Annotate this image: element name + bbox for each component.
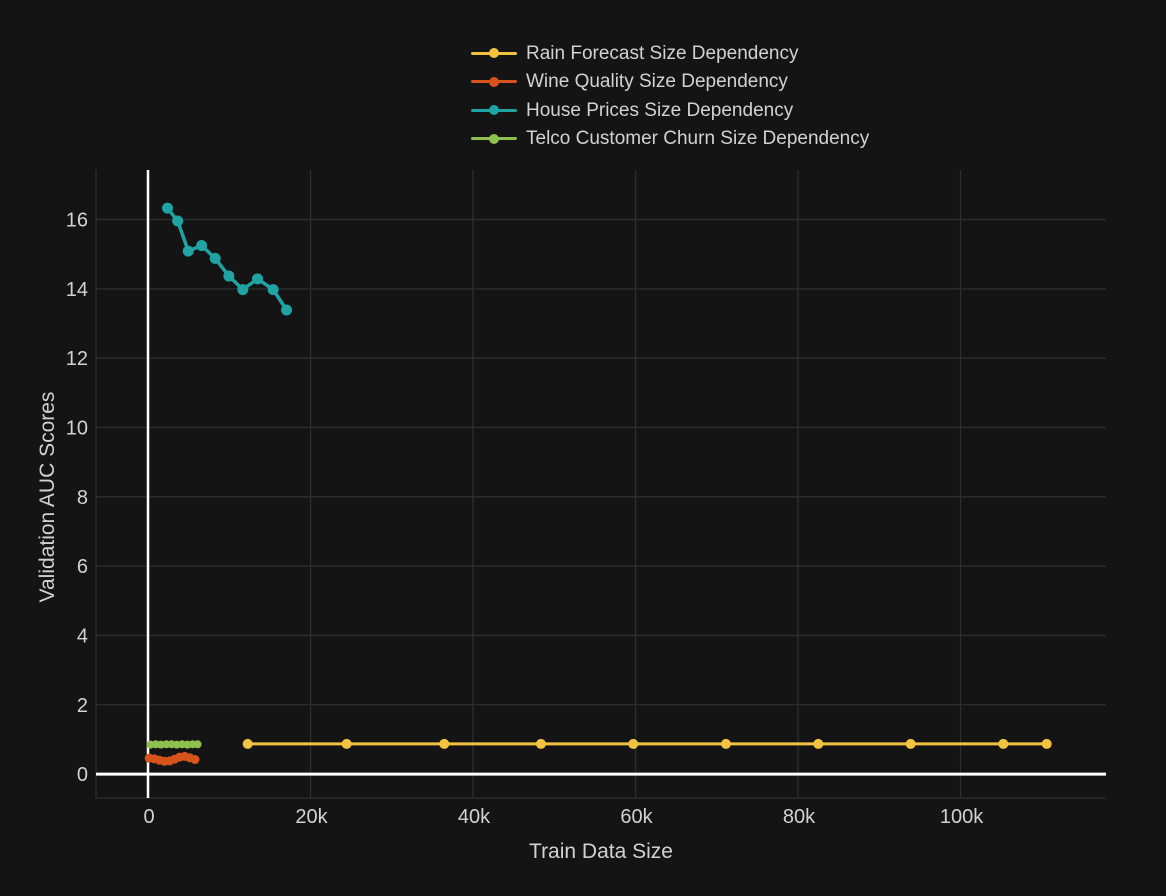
series-marker-rain-forecast[interactable]	[535, 738, 546, 749]
series-marker-rain-forecast[interactable]	[720, 738, 731, 749]
series-marker-rain-forecast[interactable]	[905, 738, 916, 749]
y-tick-label: 10	[66, 418, 88, 440]
series-marker-house-prices[interactable]	[162, 202, 174, 214]
legend-label: Telco Customer Churn Size Dependency	[526, 128, 870, 150]
legend-item-wine-quality[interactable]: Wine Quality Size Dependency	[471, 68, 869, 97]
x-tick-label: 0	[143, 806, 154, 828]
series-marker-house-prices[interactable]	[172, 215, 184, 227]
legend-marker-icon	[489, 105, 499, 116]
x-axis-title: Train Data Size	[529, 840, 673, 863]
y-tick-label: 16	[66, 210, 88, 232]
legend-label: Rain Forecast Size Dependency	[526, 42, 799, 64]
series-marker-house-prices[interactable]	[182, 245, 194, 257]
legend-swatch-wine-quality	[471, 76, 517, 87]
legend-label: Wine Quality Size Dependency	[526, 71, 788, 93]
x-tick-label: 100k	[940, 806, 984, 828]
legend-item-house-prices[interactable]: House Prices Size Dependency	[471, 96, 869, 125]
series-marker-wine-quality[interactable]	[190, 755, 200, 765]
series-marker-rain-forecast[interactable]	[628, 738, 639, 749]
legend-marker-icon	[489, 133, 499, 144]
series-line-house-prices[interactable]	[165, 206, 289, 312]
series-marker-rain-forecast[interactable]	[341, 738, 352, 749]
legend-swatch-house-prices	[471, 105, 517, 116]
x-tick-label: 80k	[783, 806, 816, 828]
series-marker-house-prices[interactable]	[237, 284, 249, 296]
series-marker-house-prices[interactable]	[196, 240, 208, 252]
series-marker-house-prices[interactable]	[267, 284, 279, 296]
legend-item-rain-forecast[interactable]: Rain Forecast Size Dependency	[471, 39, 869, 68]
y-tick-label: 8	[77, 487, 88, 509]
series-marker-house-prices[interactable]	[209, 252, 221, 264]
legend-marker-icon	[489, 76, 499, 87]
series-marker-house-prices[interactable]	[252, 273, 264, 285]
x-tick-label: 20k	[295, 806, 328, 828]
series-marker-rain-forecast[interactable]	[998, 738, 1009, 749]
series-marker-rain-forecast[interactable]	[1041, 738, 1052, 749]
legend-swatch-rain-forecast	[471, 48, 517, 59]
series-marker-house-prices[interactable]	[223, 270, 235, 282]
series-marker-house-prices[interactable]	[281, 304, 293, 316]
legend-swatch-telco-churn	[471, 133, 517, 144]
y-tick-label: 14	[66, 279, 88, 301]
y-tick-label: 4	[77, 625, 88, 647]
legend-item-telco-churn[interactable]: Telco Customer Churn Size Dependency	[471, 125, 869, 154]
y-axis-title: Validation AUC Scores	[36, 391, 59, 603]
x-tick-label: 60k	[620, 806, 653, 828]
y-tick-label: 2	[77, 695, 88, 717]
y-tick-label: 12	[66, 348, 88, 370]
y-tick-label: 6	[77, 556, 88, 578]
legend-label: House Prices Size Dependency	[526, 99, 794, 121]
series-marker-rain-forecast[interactable]	[813, 738, 824, 749]
legend-marker-icon	[489, 48, 499, 59]
legend: Rain Forecast Size Dependency Wine Quali…	[471, 39, 869, 153]
x-tick-label: 40k	[458, 806, 491, 828]
series-marker-rain-forecast[interactable]	[439, 738, 450, 749]
series-marker-telco-churn[interactable]	[193, 740, 202, 749]
y-tick-label: 0	[77, 764, 88, 786]
series-marker-rain-forecast[interactable]	[242, 738, 253, 749]
